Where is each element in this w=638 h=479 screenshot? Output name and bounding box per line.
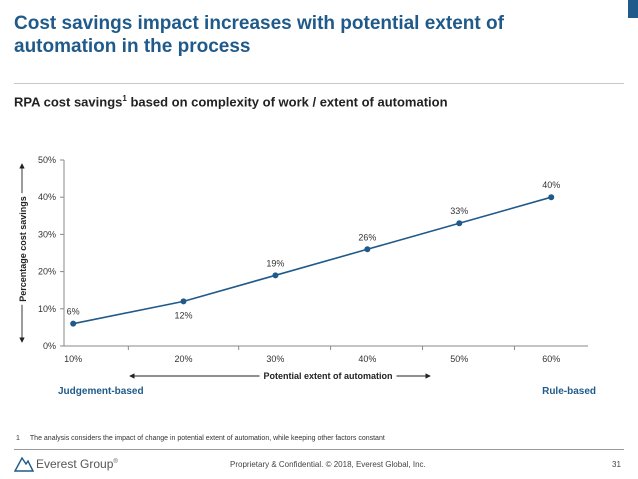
mountain-icon <box>14 456 34 472</box>
y-axis-title: Percentage cost savings <box>18 196 28 302</box>
series-line <box>73 196 552 325</box>
chart-ticks: 0% 10% 20% 30% 40% 50% 10% 20% 30% 40% 50% 60% <box>38 155 560 364</box>
footnote-number: 1 <box>16 435 20 442</box>
y-tick-label: 0% <box>43 341 56 351</box>
subtitle-text: RPA cost savings <box>14 94 123 110</box>
y-tick-label: 20% <box>38 267 56 277</box>
slide-title: Cost savings impact increases with poten… <box>14 13 504 57</box>
data-label: 40% <box>542 180 560 190</box>
rule-based-label: Rule-based <box>542 386 596 397</box>
confidential-notice: Proprietary & Confidential. © 2018, Ever… <box>230 460 426 469</box>
chart-labels: 6% 12% 19% 26% 33% 40% Percentage cost savings… <box>17 180 596 397</box>
title-divider <box>14 83 624 84</box>
data-point <box>548 194 555 201</box>
chart-series <box>70 194 555 327</box>
x-tick-label: 10% <box>64 354 82 364</box>
y-tick-label: 10% <box>38 304 56 314</box>
page-number: 31 <box>612 460 621 469</box>
data-label: 12% <box>175 310 193 320</box>
corner-accent <box>628 0 638 18</box>
data-point <box>180 298 187 305</box>
data-point <box>364 246 371 253</box>
chart-axes <box>19 160 588 379</box>
subtitle-text-rest: based on complexity of work / extent of … <box>126 94 448 110</box>
data-point <box>456 220 463 227</box>
x-tick-label: 40% <box>358 354 376 364</box>
x-tick-label: 20% <box>175 354 193 364</box>
data-label: 19% <box>266 258 284 268</box>
data-label: 6% <box>67 307 80 317</box>
data-point <box>70 320 77 327</box>
footnote: 1 The analysis considers the impact of ch… <box>16 435 385 442</box>
data-label: 26% <box>358 232 376 242</box>
y-axis-title-backing <box>17 193 29 305</box>
x-axis-title-backing <box>259 368 397 382</box>
logo-text: Everest Group® <box>36 457 118 471</box>
y-tick-label: 50% <box>38 155 56 165</box>
x-tick-label: 60% <box>542 354 560 364</box>
x-tick-label: 50% <box>450 354 468 364</box>
footer-divider <box>14 449 624 450</box>
x-axis-title: Potential extent of automation <box>263 371 392 381</box>
everest-group-logo: Everest Group® <box>14 453 118 475</box>
chart-subtitle: RPA cost savings1 based on complexity of… <box>14 94 448 109</box>
x-tick-label: 30% <box>266 354 284 364</box>
y-tick-label: 40% <box>38 192 56 202</box>
data-point <box>272 272 279 279</box>
footnote-text: The analysis considers the impact of cha… <box>29 435 385 442</box>
subtitle-footnote-ref: 1 <box>122 94 127 103</box>
judgement-based-label: Judgement-based <box>58 386 144 397</box>
data-label: 33% <box>450 206 468 216</box>
y-tick-label: 30% <box>38 229 56 239</box>
cost-savings-chart: 0% 10% 20% 30% 40% 50% 10% 20% 30% 40% 50% 60% 6% 12… <box>17 155 596 397</box>
